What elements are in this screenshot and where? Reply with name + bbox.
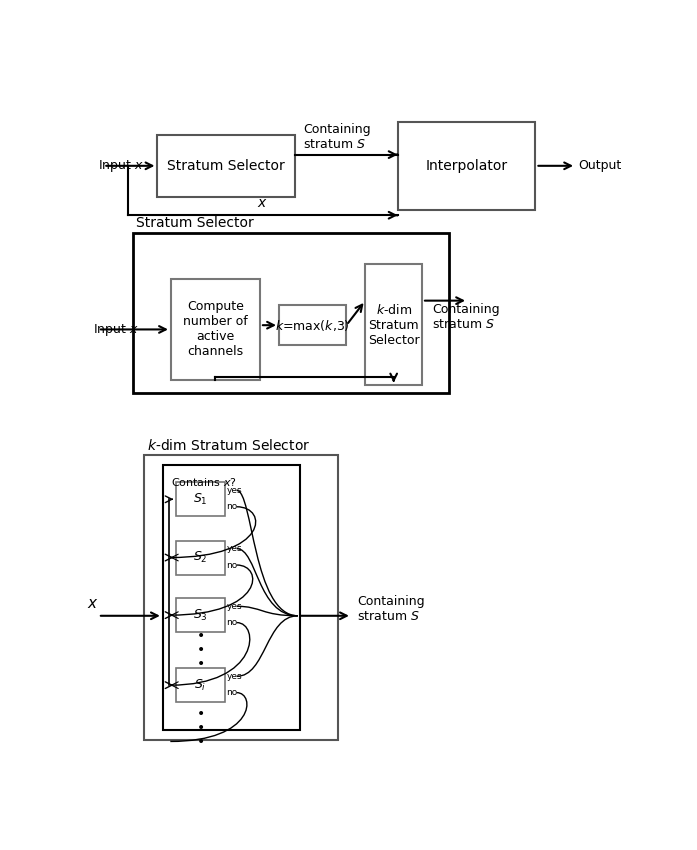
Bar [365, 264, 422, 385]
Bar [398, 122, 535, 210]
Text: Containing
stratum $S$: Containing stratum $S$ [358, 595, 425, 623]
Text: •
•
•: • • • [197, 707, 205, 750]
Text: Contains $x$?: Contains $x$? [171, 476, 237, 489]
Bar [133, 233, 449, 394]
Bar [176, 598, 225, 632]
Text: yes: yes [227, 672, 242, 681]
Bar [176, 482, 225, 516]
Text: $S_2$: $S_2$ [193, 550, 208, 565]
Text: Interpolator: Interpolator [426, 159, 507, 173]
Bar [176, 668, 225, 702]
Text: $k$-dim Stratum Selector: $k$-dim Stratum Selector [146, 439, 310, 453]
Text: Containing
stratum $S$: Containing stratum $S$ [303, 122, 371, 150]
Text: Output: Output [579, 159, 622, 173]
Text: Stratum Selector: Stratum Selector [136, 216, 254, 230]
Bar [279, 305, 346, 345]
Bar [158, 135, 295, 197]
Text: yes: yes [227, 486, 242, 495]
Bar [163, 465, 300, 730]
Text: $S_3$: $S_3$ [193, 608, 208, 623]
Text: $x$: $x$ [86, 596, 98, 610]
Text: no: no [227, 688, 238, 697]
Text: $x$: $x$ [257, 196, 268, 210]
Bar [171, 279, 260, 380]
Bar [176, 541, 225, 575]
Bar [144, 456, 338, 740]
Text: $k$-dim
Stratum
Selector: $k$-dim Stratum Selector [368, 303, 420, 347]
Text: Stratum Selector: Stratum Selector [167, 159, 285, 173]
Text: Compute
number of
active
channels: Compute number of active channels [183, 300, 248, 359]
Text: Input $x$: Input $x$ [98, 158, 144, 173]
Text: yes: yes [227, 544, 242, 553]
Text: no: no [227, 502, 238, 511]
Text: yes: yes [227, 602, 242, 611]
Text: Containing
stratum $S$: Containing stratum $S$ [431, 303, 499, 331]
Text: •
•
•: • • • [197, 629, 205, 672]
Text: no: no [227, 618, 238, 627]
Text: $S_1$: $S_1$ [193, 492, 208, 507]
Text: $S_i$: $S_i$ [194, 677, 207, 693]
Text: $k$=max($k$,3): $k$=max($k$,3) [275, 318, 350, 332]
Text: Input $x$: Input $x$ [93, 322, 139, 337]
Text: no: no [227, 560, 238, 570]
